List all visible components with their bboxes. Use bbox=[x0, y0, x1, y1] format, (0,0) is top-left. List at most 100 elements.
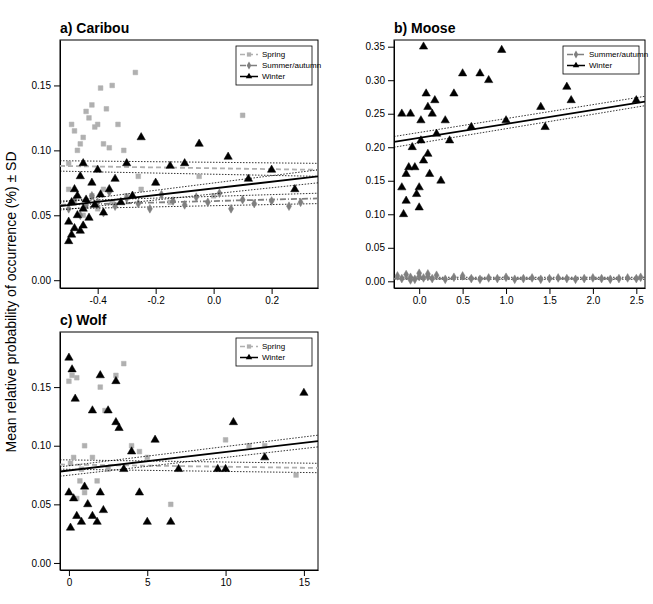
fit-sd-line bbox=[60, 170, 318, 202]
y-tick-mark bbox=[388, 281, 394, 282]
point bbox=[247, 443, 252, 448]
x-tick: 0.0 bbox=[207, 288, 221, 306]
point bbox=[69, 494, 77, 501]
series-points bbox=[65, 353, 308, 530]
point bbox=[411, 163, 419, 170]
point bbox=[105, 185, 113, 192]
point bbox=[229, 204, 234, 213]
point bbox=[72, 129, 77, 134]
legend-label: Summer/autumn bbox=[589, 50, 648, 59]
x-tick: 0.5 bbox=[456, 288, 470, 306]
point bbox=[75, 148, 80, 153]
point bbox=[398, 109, 406, 116]
plot-area bbox=[60, 70, 318, 244]
plot-frame bbox=[60, 332, 318, 570]
point bbox=[121, 148, 126, 153]
point bbox=[541, 122, 549, 129]
y-tick-mark bbox=[54, 504, 60, 505]
x-tick: 2.0 bbox=[586, 288, 600, 306]
point bbox=[98, 385, 103, 390]
y-tick-mark bbox=[54, 85, 60, 86]
point bbox=[422, 89, 430, 96]
x-tick: 0.2 bbox=[265, 288, 279, 306]
point bbox=[71, 394, 79, 401]
point bbox=[425, 169, 433, 176]
y-tick-label: 0.00 bbox=[32, 558, 52, 569]
fit-sd-line bbox=[60, 183, 318, 210]
point bbox=[424, 149, 432, 156]
y-axis-line bbox=[394, 41, 395, 289]
y-tick: 0.10 bbox=[32, 145, 60, 156]
y-tick-mark bbox=[54, 280, 60, 281]
point bbox=[402, 169, 410, 176]
panel: -0.4-0.20.00.20.000.050.100.15a) Caribou… bbox=[32, 20, 322, 306]
y-tick-label: 0.35 bbox=[366, 41, 386, 52]
point bbox=[94, 165, 102, 172]
x-tick-mark bbox=[226, 570, 227, 576]
legend-marker bbox=[247, 62, 252, 70]
point bbox=[180, 159, 188, 166]
point bbox=[66, 161, 71, 166]
y-tick: 0.05 bbox=[32, 210, 60, 221]
x-tick-label: -0.2 bbox=[148, 295, 166, 306]
point bbox=[81, 135, 86, 140]
point bbox=[143, 517, 151, 524]
y-axis: 0.000.050.100.150.200.250.300.35 bbox=[366, 41, 395, 289]
point bbox=[291, 185, 299, 192]
point bbox=[166, 161, 174, 168]
point bbox=[419, 42, 427, 49]
y-tick: 0.10 bbox=[366, 209, 394, 220]
point bbox=[406, 109, 414, 116]
panel-title: c) Wolf bbox=[60, 312, 107, 328]
point bbox=[135, 488, 143, 495]
point bbox=[88, 178, 96, 185]
y-tick-label: 0.10 bbox=[32, 145, 52, 156]
x-tick-mark bbox=[147, 570, 148, 576]
point bbox=[96, 371, 104, 378]
point bbox=[76, 172, 84, 179]
fit-line bbox=[394, 278, 645, 280]
point bbox=[412, 189, 420, 196]
legend-label: Summer/autumn bbox=[262, 61, 321, 70]
point bbox=[67, 230, 75, 237]
panel: 0510150.000.050.100.15c) WolfSpringWinte… bbox=[32, 312, 319, 588]
x-tick: -0.4 bbox=[90, 288, 108, 306]
point bbox=[79, 204, 87, 211]
y-axis: 0.000.050.100.15 bbox=[32, 41, 61, 289]
legend-label: Spring bbox=[262, 342, 285, 351]
x-tick-mark bbox=[419, 288, 420, 294]
point bbox=[87, 116, 92, 121]
point bbox=[450, 89, 458, 96]
point bbox=[115, 423, 123, 430]
y-tick: 0.25 bbox=[366, 108, 394, 119]
point bbox=[95, 479, 100, 484]
point bbox=[82, 195, 90, 202]
point bbox=[632, 96, 640, 103]
y-tick: 0.00 bbox=[32, 275, 60, 286]
point bbox=[441, 116, 449, 123]
point bbox=[408, 142, 416, 149]
fit-line bbox=[394, 102, 645, 142]
point bbox=[120, 464, 128, 471]
legend-label: Spring bbox=[262, 50, 285, 59]
panel-title: a) Caribou bbox=[60, 20, 129, 36]
x-tick-mark bbox=[593, 288, 594, 294]
point bbox=[133, 70, 138, 75]
x-tick-mark bbox=[506, 288, 507, 294]
y-tick-mark bbox=[54, 446, 60, 447]
point bbox=[498, 45, 506, 52]
legend-marker bbox=[247, 344, 251, 348]
point bbox=[502, 116, 510, 123]
legend-label: Winter bbox=[589, 61, 612, 70]
series-points bbox=[65, 133, 299, 244]
figure: Mean relative probability of occurrence … bbox=[0, 0, 653, 604]
x-tick-mark bbox=[214, 288, 215, 294]
x-tick-label: 5 bbox=[145, 577, 151, 588]
x-tick: 1.5 bbox=[543, 288, 557, 306]
point bbox=[137, 133, 145, 140]
point bbox=[73, 511, 81, 518]
point bbox=[82, 443, 87, 448]
y-tick: 0.00 bbox=[366, 276, 394, 287]
y-tick: 0.30 bbox=[366, 75, 394, 86]
point bbox=[408, 276, 413, 285]
